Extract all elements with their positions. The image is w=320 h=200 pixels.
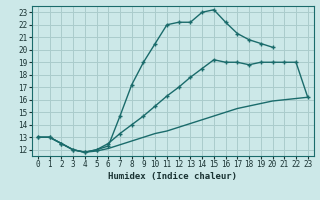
X-axis label: Humidex (Indice chaleur): Humidex (Indice chaleur) xyxy=(108,172,237,181)
